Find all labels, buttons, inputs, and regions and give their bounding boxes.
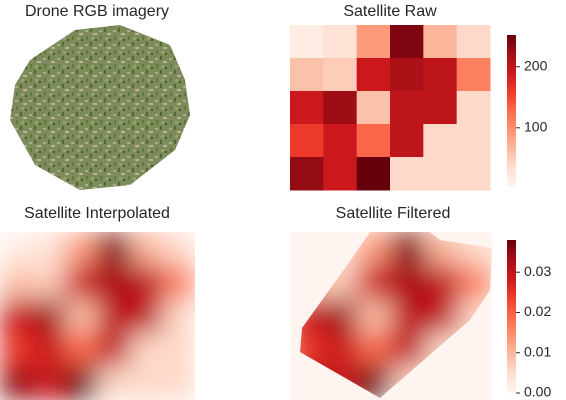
cell <box>323 332 358 367</box>
cell <box>97 232 131 267</box>
cell <box>456 157 491 191</box>
colorbar <box>507 35 516 187</box>
cell <box>390 25 424 59</box>
panel-title: Satellite Interpolated <box>24 205 170 222</box>
cell <box>391 332 426 367</box>
cell <box>356 91 391 125</box>
cell <box>162 366 195 400</box>
cell <box>32 332 66 367</box>
colorbar-tick-label: 0.02 <box>524 303 551 319</box>
cell <box>323 157 358 191</box>
cell <box>130 332 163 367</box>
cell <box>32 299 66 334</box>
cell <box>32 366 66 400</box>
cell <box>290 25 324 59</box>
cell <box>290 157 324 191</box>
cell <box>424 299 459 334</box>
cell <box>424 265 459 300</box>
cell <box>423 25 458 59</box>
panel-title: Satellite Raw <box>343 3 437 20</box>
cell <box>32 232 66 267</box>
cell <box>65 332 98 367</box>
cell <box>65 299 98 334</box>
cell <box>423 91 458 125</box>
cell <box>456 91 491 125</box>
cell <box>32 265 66 300</box>
cell <box>290 58 324 92</box>
cell <box>390 157 424 191</box>
cell <box>0 299 33 334</box>
cell <box>130 265 163 300</box>
cell <box>390 124 424 158</box>
cell <box>323 299 358 334</box>
cell <box>323 91 358 125</box>
cell <box>391 299 426 334</box>
cell <box>162 232 195 267</box>
colorbar-tick-label: 100 <box>524 118 548 134</box>
cell <box>456 25 491 59</box>
heatmap <box>290 25 491 191</box>
interpolated-map <box>0 232 195 400</box>
cell <box>356 25 391 59</box>
panel-title: Satellite Filtered <box>336 205 451 222</box>
cell <box>162 299 195 334</box>
cell <box>0 332 33 367</box>
cell <box>456 124 491 158</box>
cell <box>97 265 131 300</box>
cell <box>97 332 131 367</box>
cell <box>391 232 426 267</box>
cell <box>391 265 426 300</box>
cell <box>423 58 458 92</box>
cell <box>357 299 392 334</box>
colorbar-tick-label: 200 <box>524 57 548 73</box>
cell <box>130 232 163 267</box>
cell <box>356 157 391 191</box>
drone-image <box>10 25 190 190</box>
cell <box>356 58 391 92</box>
cell <box>290 91 324 125</box>
cell <box>357 332 392 367</box>
cell <box>0 366 33 400</box>
cell <box>423 124 458 158</box>
cell <box>97 299 131 334</box>
cell <box>423 157 458 191</box>
cell <box>162 265 195 300</box>
cell <box>456 58 491 92</box>
cell <box>458 265 492 300</box>
colorbar-tick-label: 0.03 <box>524 263 551 279</box>
cell <box>323 58 358 92</box>
cell <box>65 232 98 267</box>
cell <box>65 265 98 300</box>
cell <box>390 58 424 92</box>
cell <box>323 25 358 59</box>
colorbar-tick-label: 0.01 <box>524 343 551 359</box>
colorbar <box>507 240 516 393</box>
cell <box>290 124 324 158</box>
panel-title: Drone RGB imagery <box>25 3 169 20</box>
cell <box>130 299 163 334</box>
cell <box>130 366 163 400</box>
colorbar-tick-label: 0.00 <box>524 384 551 400</box>
cell <box>0 265 33 300</box>
cell <box>97 366 131 400</box>
cell <box>65 366 98 400</box>
cell <box>0 232 33 267</box>
cell <box>390 91 424 125</box>
cell <box>162 332 195 367</box>
cell <box>323 124 358 158</box>
cell <box>357 265 392 300</box>
cell <box>356 124 391 158</box>
